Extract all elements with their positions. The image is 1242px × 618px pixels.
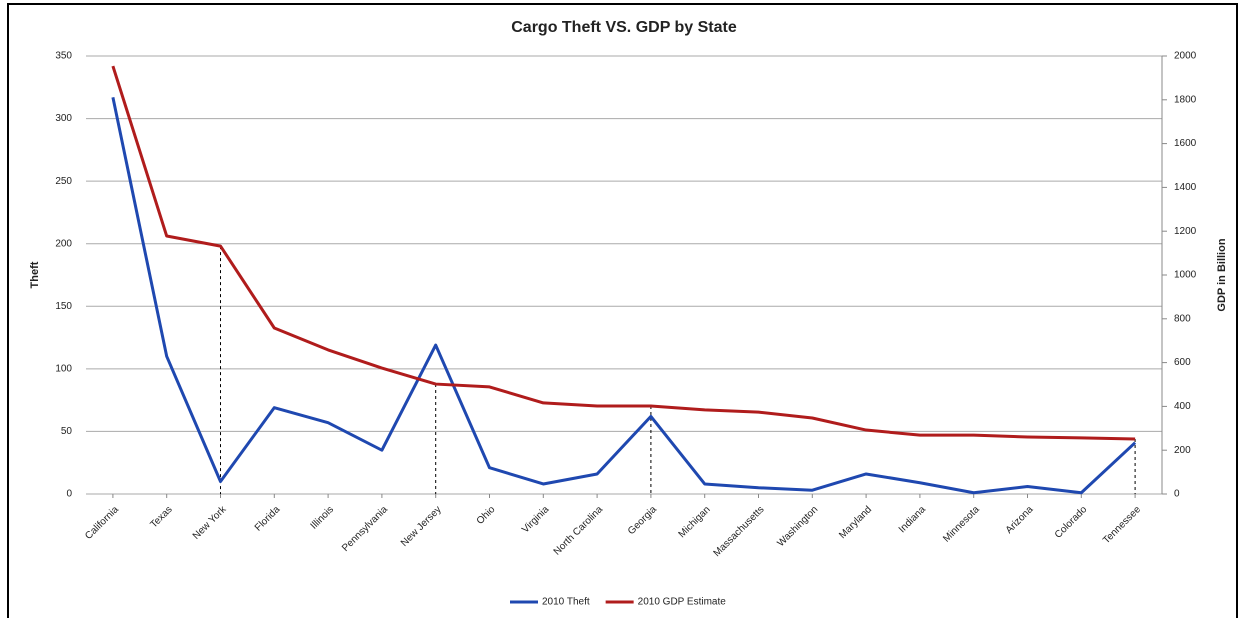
y-tick-label: 150 <box>55 301 72 312</box>
y2-tick-label: 1000 <box>1174 270 1197 281</box>
x-tick-label: Colorado <box>1053 504 1090 541</box>
x-tick-label: Illinois <box>309 504 336 531</box>
y-tick-label: 100 <box>55 363 72 374</box>
x-tick-label: Washington <box>775 504 820 549</box>
y2-tick-label: 1400 <box>1174 182 1197 193</box>
series-line <box>111 65 1136 441</box>
y2-tick-label: 200 <box>1174 445 1191 456</box>
legend-label: 2010 GDP Estimate <box>638 597 727 608</box>
legend-label: 2010 Theft <box>542 597 590 608</box>
x-tick-label: Virginia <box>520 504 552 536</box>
x-tick-label: Maryland <box>837 504 874 541</box>
y-tick-label: 250 <box>55 176 72 187</box>
y2-tick-label: 0 <box>1174 489 1180 500</box>
y2-tick-label: 1200 <box>1174 226 1197 237</box>
x-tick-label: Michigan <box>677 504 713 540</box>
chart-title: Cargo Theft VS. GDP by State <box>511 19 737 36</box>
y2-axis-title: GDP in Billion <box>1216 238 1228 311</box>
y2-tick-label: 600 <box>1174 357 1191 368</box>
x-tick-label: California <box>83 504 121 542</box>
x-tick-label: Indiana <box>897 504 928 535</box>
x-tick-label: Massachusetts <box>712 504 767 559</box>
y2-tick-label: 2000 <box>1174 51 1197 62</box>
x-tick-label: Minnesota <box>941 504 982 545</box>
y-tick-label: 200 <box>55 238 72 249</box>
x-tick-label: Georgia <box>626 504 659 537</box>
frame <box>7 3 1238 618</box>
y-tick-label: 300 <box>55 113 72 124</box>
y-axis-title: Theft <box>29 261 41 288</box>
x-tick-label: Pennsylvania <box>340 504 390 554</box>
x-tick-label: Arizona <box>1004 504 1036 536</box>
x-tick-label: Florida <box>253 504 283 534</box>
y2-tick-label: 1800 <box>1174 94 1197 105</box>
y-tick-label: 0 <box>66 489 72 500</box>
x-tick-label: Texas <box>148 504 174 530</box>
x-tick-label: Tennessee <box>1101 504 1143 546</box>
y-tick-label: 350 <box>55 51 72 62</box>
x-tick-label: New Jersey <box>399 504 444 549</box>
y2-tick-label: 1600 <box>1174 138 1197 149</box>
y2-tick-label: 800 <box>1174 313 1191 324</box>
x-tick-label: North Carolina <box>552 504 606 558</box>
y-tick-label: 50 <box>61 426 73 437</box>
series-line <box>111 96 1137 495</box>
y2-tick-label: 400 <box>1174 401 1191 412</box>
x-tick-label: Ohio <box>475 504 498 527</box>
x-tick-label: New York <box>191 504 229 542</box>
